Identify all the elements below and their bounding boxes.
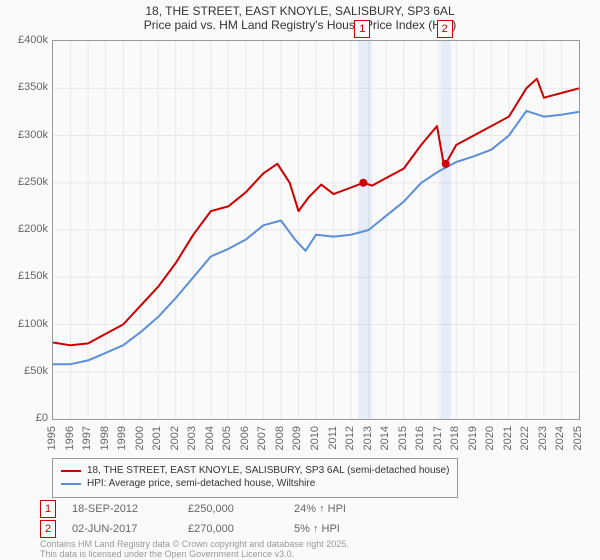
y-tick-label: £50k: [24, 365, 48, 377]
y-tick-label: £300k: [18, 129, 48, 141]
x-tick-label: 2018: [449, 426, 461, 450]
x-tick-label: 2004: [204, 426, 216, 450]
y-tick-label: £150k: [18, 270, 48, 282]
transaction-price-2: £270,000: [188, 523, 278, 535]
x-tick-label: 2009: [291, 426, 303, 450]
x-tick-label: 2025: [572, 426, 584, 450]
x-tick-label: 2021: [502, 426, 514, 450]
footer-attribution: Contains HM Land Registry data © Crown c…: [40, 540, 349, 560]
x-tick-label: 2007: [256, 426, 268, 450]
x-tick-label: 1999: [116, 426, 128, 450]
transaction-marker-2: 2: [40, 520, 56, 538]
transaction-date-1: 18-SEP-2012: [72, 503, 172, 515]
x-tick-label: 2005: [221, 426, 233, 450]
legend-row-hpi: HPI: Average price, semi-detached house,…: [61, 478, 449, 489]
x-tick-label: 2006: [239, 426, 251, 450]
x-tick-label: 2019: [467, 426, 479, 450]
transaction-marker-1: 1: [40, 500, 56, 518]
legend-label-hpi: HPI: Average price, semi-detached house,…: [87, 478, 315, 489]
x-tick-label: 2010: [309, 426, 321, 450]
title-block: 18, THE STREET, EAST KNOYLE, SALISBURY, …: [0, 0, 600, 32]
transaction-row-1: 1 18-SEP-2012 £250,000 24% ↑ HPI: [40, 500, 404, 518]
y-tick-label: £350k: [18, 81, 48, 93]
x-tick-label: 2000: [134, 426, 146, 450]
plot-svg: [53, 41, 579, 419]
x-tick-label: 2002: [169, 426, 181, 450]
x-tick-label: 2024: [554, 426, 566, 450]
transaction-hpi-1: 24% ↑ HPI: [294, 503, 404, 515]
legend-row-price-paid: 18, THE STREET, EAST KNOYLE, SALISBURY, …: [61, 465, 449, 476]
plot-area: [52, 40, 580, 420]
x-tick-label: 1997: [81, 426, 93, 450]
legend-swatch-red: [61, 470, 81, 472]
y-tick-label: £250k: [18, 176, 48, 188]
x-tick-label: 2001: [151, 426, 163, 450]
y-tick-label: £100k: [18, 318, 48, 330]
title-address: 18, THE STREET, EAST KNOYLE, SALISBURY, …: [0, 4, 600, 18]
x-tick-label: 2020: [484, 426, 496, 450]
transaction-row-2: 2 02-JUN-2017 £270,000 5% ↑ HPI: [40, 520, 404, 538]
transaction-price-1: £250,000: [188, 503, 278, 515]
x-tick-label: 1998: [99, 426, 111, 450]
y-tick-label: £0: [36, 412, 48, 424]
x-tick-label: 2016: [414, 426, 426, 450]
x-tick-label: 2013: [362, 426, 374, 450]
legend-box: 18, THE STREET, EAST KNOYLE, SALISBURY, …: [52, 458, 458, 498]
x-tick-label: 2023: [537, 426, 549, 450]
x-tick-label: 2017: [432, 426, 444, 450]
x-tick-label: 2015: [397, 426, 409, 450]
footer-line-2: This data is licensed under the Open Gov…: [40, 550, 349, 560]
chart-container: 18, THE STREET, EAST KNOYLE, SALISBURY, …: [0, 0, 600, 560]
transaction-table: 1 18-SEP-2012 £250,000 24% ↑ HPI 2 02-JU…: [40, 500, 404, 540]
x-tick-label: 2014: [379, 426, 391, 450]
transaction-date-2: 02-JUN-2017: [72, 523, 172, 535]
x-tick-label: 2008: [274, 426, 286, 450]
x-tick-label: 2012: [344, 426, 356, 450]
y-tick-label: £200k: [18, 223, 48, 235]
x-tick-label: 2003: [186, 426, 198, 450]
legend-label-price-paid: 18, THE STREET, EAST KNOYLE, SALISBURY, …: [87, 465, 449, 476]
x-tick-label: 2011: [327, 426, 339, 450]
sale-marker-box: 2: [437, 20, 453, 38]
y-tick-label: £400k: [18, 34, 48, 46]
title-subtitle: Price paid vs. HM Land Registry's House …: [0, 18, 600, 32]
x-tick-label: 1995: [46, 426, 58, 450]
x-tick-label: 1996: [64, 426, 76, 450]
transaction-hpi-2: 5% ↑ HPI: [294, 523, 404, 535]
legend-swatch-blue: [61, 483, 81, 485]
sale-marker-box: 1: [354, 20, 370, 38]
x-tick-label: 2022: [519, 426, 531, 450]
